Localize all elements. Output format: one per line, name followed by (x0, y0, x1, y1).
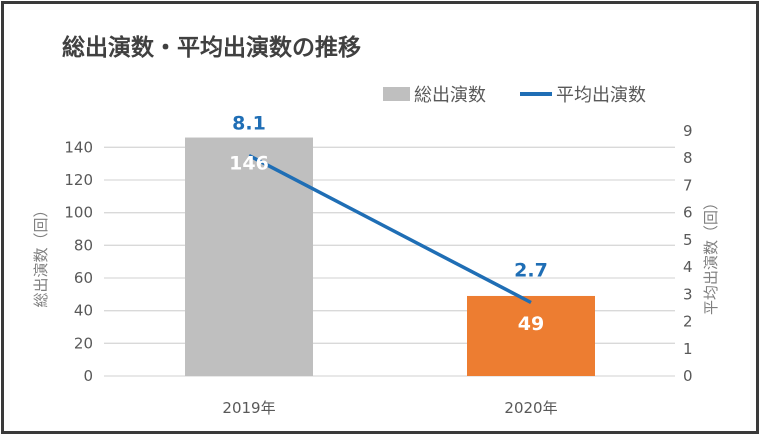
line-data-label: 8.1 (232, 113, 266, 135)
y2-tick-label: 3 (683, 285, 693, 303)
y-tick-label: 20 (74, 334, 93, 352)
x-tick-label: 2020年 (504, 399, 557, 417)
y-tick-label: 60 (74, 269, 93, 287)
y2-tick-label: 0 (683, 367, 693, 385)
y2-tick-label: 1 (683, 340, 693, 358)
legend: 総出演数 平均出演数 (383, 85, 646, 106)
x-tick-label: 2019年 (222, 399, 275, 417)
line-series (248, 153, 532, 305)
legend-label-bar: 総出演数 (414, 85, 486, 106)
y-tick-label: 40 (74, 302, 93, 320)
legend-swatch-bar (383, 87, 410, 101)
y-tick-label: 120 (64, 171, 93, 189)
chart-title: 総出演数・平均出演数の推移 (62, 34, 361, 61)
y-tick-label: 100 (64, 204, 93, 222)
y2-tick-label: 5 (683, 231, 693, 249)
line-data-label: 2.7 (514, 260, 548, 282)
legend-label-line: 平均出演数 (556, 85, 646, 106)
y2-tick-label: 6 (683, 204, 693, 222)
y-tick-label: 140 (64, 138, 93, 156)
y-tick-label: 80 (74, 236, 93, 254)
y2-tick-label: 4 (683, 258, 693, 276)
y-axis-title: 総出演数（回） (32, 202, 50, 307)
bar-data-label: 146 (229, 153, 269, 175)
y2-tick-label: 7 (683, 176, 693, 194)
y2-axis-title: 平均出演数（回） (702, 195, 720, 315)
y2-tick-label: 9 (683, 122, 693, 140)
bar-data-label: 49 (518, 313, 544, 335)
y-tick-label: 0 (83, 367, 93, 385)
bar-2020年 (467, 295, 595, 376)
y2-tick-label: 8 (683, 149, 693, 167)
y2-tick-label: 2 (683, 313, 693, 331)
